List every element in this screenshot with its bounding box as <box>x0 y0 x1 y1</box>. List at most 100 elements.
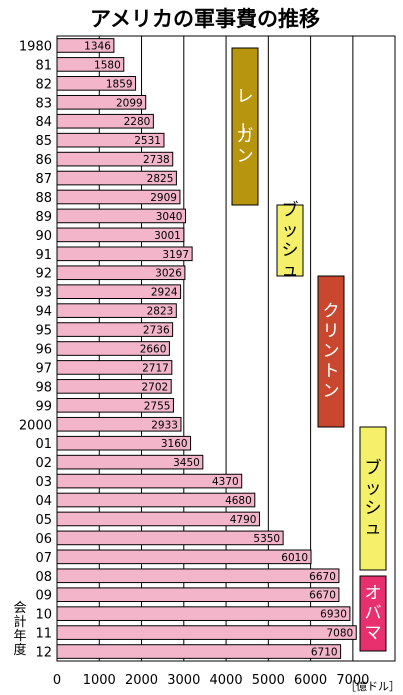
bar-value-label: 3001 <box>154 230 181 242</box>
bar-value-label: 3026 <box>155 268 182 280</box>
category-label: 91 <box>35 248 52 263</box>
category-label: 84 <box>35 115 52 130</box>
bar <box>56 606 351 621</box>
bar <box>56 265 186 281</box>
bar <box>56 454 204 470</box>
x-tick-label: 1000 <box>83 673 116 688</box>
category-label: 11 <box>35 627 52 642</box>
president-band <box>359 426 387 571</box>
bar-value-label: 3040 <box>156 211 183 223</box>
category-label: 95 <box>35 324 52 339</box>
bar <box>56 303 177 318</box>
bar-value-label: 1580 <box>94 59 121 71</box>
bar <box>56 568 340 584</box>
bar-value-label: 6670 <box>309 590 336 602</box>
bar-value-label: 2933 <box>151 419 178 431</box>
bar-value-label: 6710 <box>311 647 338 659</box>
category-label: 02 <box>35 456 52 471</box>
bar <box>56 625 357 640</box>
bar <box>56 113 154 129</box>
bar-value-label: 3197 <box>162 249 189 261</box>
bar-value-label: 3450 <box>173 457 200 469</box>
bar <box>56 530 284 546</box>
bar <box>56 151 174 167</box>
category-label: 93 <box>35 286 52 301</box>
category-label: 85 <box>35 134 52 149</box>
bar <box>56 38 115 53</box>
president-band <box>317 275 345 428</box>
category-label: 82 <box>35 77 52 92</box>
bar-value-label: 1859 <box>106 78 133 90</box>
category-label: 99 <box>35 399 52 414</box>
bar <box>56 76 137 91</box>
category-label: 81 <box>35 58 52 73</box>
bar <box>56 189 181 205</box>
plot-area: 0 1000 2000 3000 4000 5000 6000 7000レーガンブッシュクリン… <box>13 35 396 688</box>
category-label: 03 <box>35 475 52 490</box>
president-band <box>359 575 387 652</box>
category-label: 86 <box>35 153 52 168</box>
bar-value-label: 2531 <box>134 135 161 147</box>
bar <box>56 644 342 659</box>
category-label: 06 <box>35 532 52 547</box>
bar <box>56 360 173 375</box>
bar-value-label: 2702 <box>141 381 168 393</box>
bar-value-label: 2099 <box>116 97 143 109</box>
category-label: 87 <box>35 172 52 187</box>
chart-title: アメリカの軍事費の推移 <box>90 7 320 31</box>
category-label: 96 <box>35 343 52 358</box>
x-tick-label: 2000 <box>125 673 158 688</box>
bar <box>56 132 165 148</box>
category-label: 94 <box>35 305 52 320</box>
category-label: 2000 <box>19 418 52 433</box>
category-label: 04 <box>35 494 52 509</box>
category-label: 92 <box>35 267 52 282</box>
bar-value-label: 2736 <box>143 325 170 337</box>
category-label: 12 <box>35 646 52 661</box>
bar <box>56 473 243 489</box>
bar-value-label: 4370 <box>212 476 239 488</box>
category-label: 08 <box>35 570 52 585</box>
bar <box>56 492 256 508</box>
bar <box>56 587 340 603</box>
category-label: 97 <box>35 361 52 376</box>
y-axis-label: 会計年度 <box>13 601 26 658</box>
bar-value-label: 4680 <box>225 495 252 507</box>
bar <box>56 57 125 72</box>
president-label: クリントン <box>323 302 340 402</box>
president-label: ブッシュ <box>282 200 299 281</box>
x-tick-label: 4000 <box>210 673 243 688</box>
bar <box>56 379 172 394</box>
president-label: オバマ <box>365 584 382 644</box>
bar <box>56 341 170 356</box>
president-label: レーガン <box>232 87 254 167</box>
category-label: 09 <box>35 589 52 604</box>
bar-value-label: 2909 <box>150 192 177 204</box>
category-label: 98 <box>35 380 52 395</box>
bar <box>56 435 192 451</box>
bar <box>56 94 147 110</box>
bar <box>56 511 260 527</box>
bar-value-label: 2660 <box>140 344 167 356</box>
unit-label: ［億ドル］ <box>345 680 400 693</box>
bar-value-label: 6010 <box>281 552 308 564</box>
bar <box>56 398 174 413</box>
bar-value-label: 2755 <box>144 400 171 412</box>
bar-value-label: 4790 <box>230 514 257 526</box>
x-tick-label: 6000 <box>294 673 327 688</box>
bar <box>56 549 312 565</box>
bar-value-label: 5350 <box>253 533 280 545</box>
bar-value-label: 7080 <box>327 628 354 640</box>
category-label: 1980 <box>19 39 52 54</box>
x-tick-label: 7000 <box>336 673 369 688</box>
president-label: ブッシュ <box>365 458 382 539</box>
bar <box>56 208 186 224</box>
category-label: 01 <box>35 437 52 452</box>
bar <box>56 246 193 262</box>
category-label: 83 <box>35 96 52 111</box>
category-label: 10 <box>35 608 52 623</box>
bar <box>56 227 185 243</box>
bar-value-label: 1346 <box>84 40 111 52</box>
bar-value-label: 2823 <box>147 306 174 318</box>
